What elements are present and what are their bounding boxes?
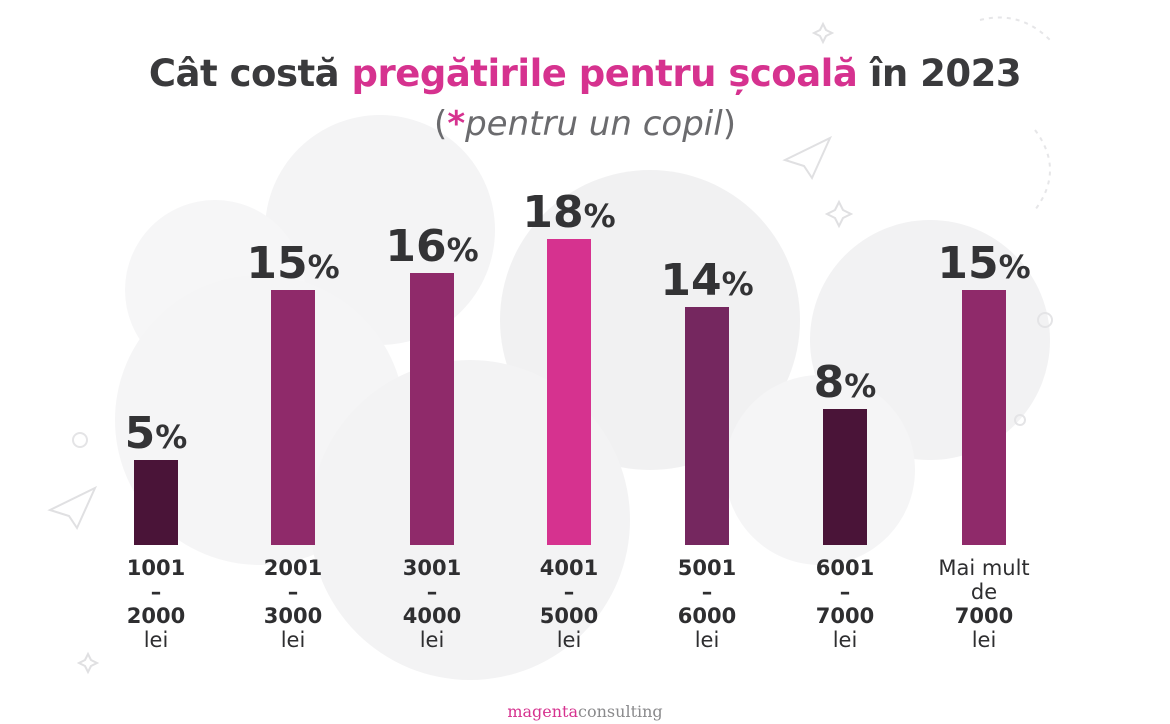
category-label-5: 5001–6000 lei [647,556,767,652]
category-label-1-line4: lei [143,628,169,652]
category-label-5-line1: 5001 [677,556,737,580]
category-label-1-line1: 1001 [126,556,186,580]
category-label-7-line2: de [970,580,998,604]
subtitle-text: pentru un copil [465,104,723,144]
category-label-7-line4: lei [971,628,997,652]
category-label-6-line2: – [839,580,851,604]
category-label-7-line1: Mai mult [938,556,1030,580]
title-part1: Cât costă [148,52,352,95]
bar-7 [962,290,1006,545]
category-label-3-line1: 3001 [402,556,462,580]
category-label-2-line4: lei [280,628,306,652]
brand-logo: magentaconsulting [0,702,1170,721]
category-label-5-line2: – [701,580,713,604]
category-label-7: Mai mult de 7000 lei [924,556,1044,652]
category-label-1-line2: – [150,580,162,604]
brand-consulting: consulting [578,702,663,721]
subtitle-star: * [447,104,466,144]
category-label-3-line3: 4000 [402,604,462,628]
category-label-3: 3001–4000 lei [372,556,492,652]
chart-subtitle: (*pentru un copil) [0,104,1170,144]
bar-4 [547,239,591,545]
category-label-2: 2001–3000 lei [233,556,353,652]
category-label-2-line1: 2001 [263,556,323,580]
category-label-6: 6001–7000 lei [785,556,905,652]
chart-title: Cât costă pregătirile pentru școală în 2… [0,52,1170,95]
category-label-2-line3: 3000 [263,604,323,628]
value-label-4: 18% [522,187,615,238]
title-highlight: pregătirile pentru școală [351,52,858,95]
value-label-3: 16% [385,221,478,272]
category-label-6-line3: 7000 [815,604,875,628]
category-label-4: 4001–5000 lei [509,556,629,652]
value-label-6: 8% [814,357,877,408]
category-label-4-line1: 4001 [539,556,599,580]
value-label-1: 5% [125,408,188,459]
category-label-1: 1001–2000 lei [96,556,216,652]
category-label-7-line3: 7000 [954,604,1014,628]
category-label-6-line4: lei [832,628,858,652]
category-label-4-line3: 5000 [539,604,599,628]
title-part2: în 2023 [857,52,1022,95]
category-label-5-line4: lei [694,628,720,652]
bar-2 [271,290,315,545]
subtitle-close-paren: ) [722,104,736,144]
bar-5 [685,307,729,545]
value-label-7: 15% [937,238,1030,289]
brand-magenta: magenta [507,702,579,721]
value-label-5: 14% [660,255,753,306]
bar-3 [410,273,454,545]
category-label-3-line4: lei [419,628,445,652]
category-label-5-line3: 6000 [677,604,737,628]
category-label-3-line2: – [426,580,438,604]
value-label-2: 15% [246,238,339,289]
bar-1 [134,460,178,545]
category-label-6-line1: 6001 [815,556,875,580]
category-label-2-line2: – [287,580,299,604]
bar-6 [823,409,867,545]
subtitle-open-paren: ( [434,104,448,144]
category-label-4-line4: lei [556,628,582,652]
category-label-1-line3: 2000 [126,604,186,628]
category-label-4-line2: – [563,580,575,604]
